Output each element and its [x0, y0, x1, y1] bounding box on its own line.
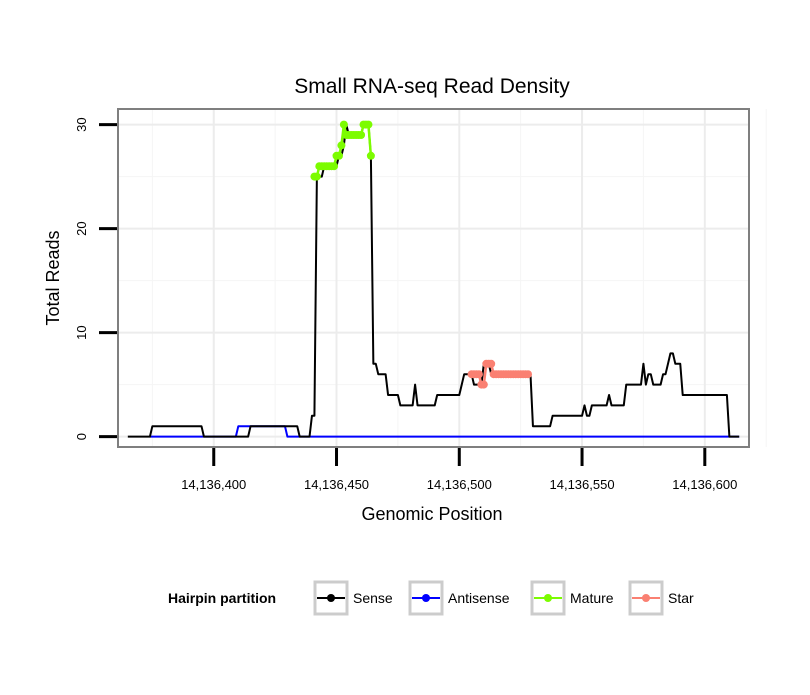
plot-panel-border	[117, 108, 750, 448]
y-axis-label: Total Reads	[43, 230, 63, 325]
legend-title: Hairpin partition	[168, 590, 276, 606]
y-axis: 0 10 20 30	[74, 117, 117, 440]
series-point-mature	[364, 120, 373, 129]
legend-label-antisense: Antisense	[448, 590, 510, 606]
x-axis-label: Genomic Position	[361, 504, 502, 524]
legend-label-mature: Mature	[570, 590, 614, 606]
legend-label-star: Star	[668, 590, 694, 606]
chart-title: Small RNA-seq Read Density	[294, 75, 570, 98]
legend-key-point-sense	[327, 594, 335, 602]
y-tick-label: 0	[74, 433, 89, 440]
x-tick-label: 14,136,600	[672, 477, 737, 492]
series-point-mature	[357, 131, 366, 139]
points-layer	[310, 120, 533, 389]
legend-label-sense: Sense	[353, 590, 393, 606]
x-tick-label: 14,136,450	[304, 477, 369, 492]
x-tick-label: 14,136,550	[550, 477, 615, 492]
series-point-star	[524, 370, 533, 379]
y-tick-label: 20	[74, 221, 89, 235]
series-point-mature	[334, 151, 343, 160]
series-point-mature	[339, 120, 348, 129]
series-point-star	[487, 359, 496, 368]
x-axis: 14,136,400 14,136,450 14,136,500 14,136,550…	[181, 448, 737, 492]
legend-key-point-star	[642, 594, 650, 602]
series-point-mature	[312, 172, 321, 181]
legend: Hairpin partition Sense Antisense Mature St…	[168, 580, 694, 616]
series-point-mature	[366, 151, 375, 160]
series-point-mature	[330, 162, 339, 171]
legend-key-point-antisense	[422, 594, 430, 602]
series-point-star	[479, 380, 488, 389]
series-point-mature	[337, 141, 346, 150]
x-tick-label: 14,136,500	[427, 477, 492, 492]
x-tick-label: 14,136,400	[181, 477, 246, 492]
y-tick-label: 10	[74, 325, 89, 339]
series-point-star	[474, 370, 483, 379]
y-tick-label: 30	[74, 117, 89, 131]
legend-key-point-mature	[544, 594, 552, 602]
